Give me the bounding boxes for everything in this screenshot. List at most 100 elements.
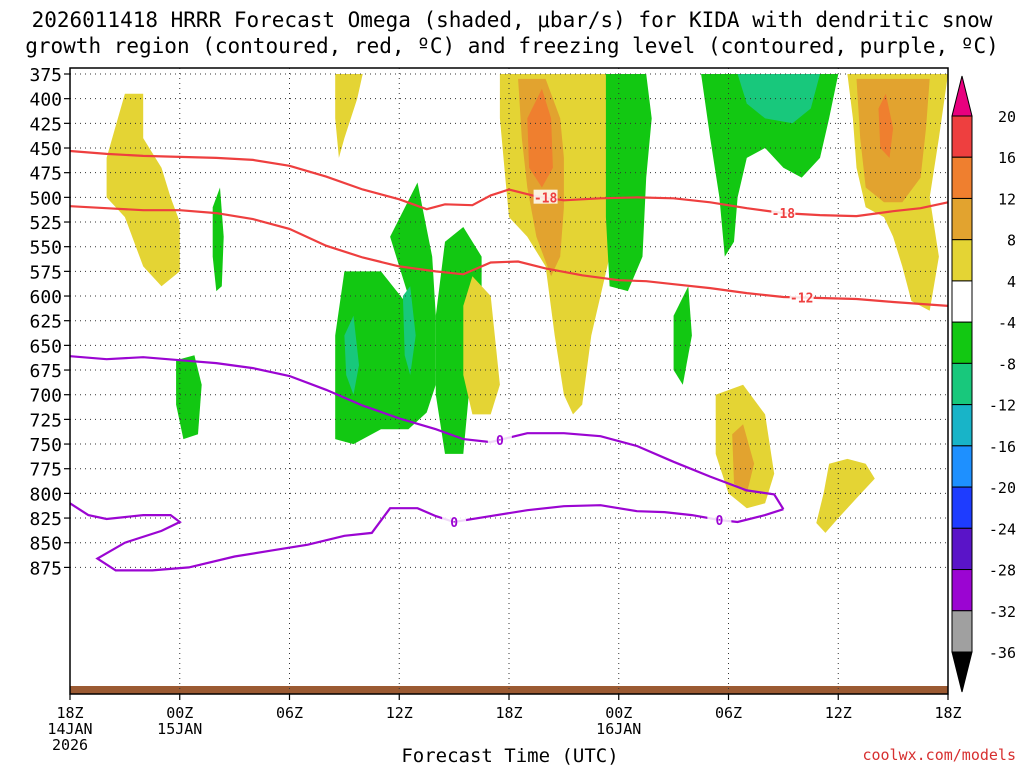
contour-1 [69, 205, 949, 307]
terrain-ground [70, 686, 948, 694]
omega-region-5 [605, 74, 652, 292]
site-credit: coolwx.com/models [862, 746, 1016, 764]
y-tick-label: 675 [29, 361, 62, 382]
omega-region-0 [106, 93, 180, 287]
y-tick-label: 400 [29, 90, 62, 111]
omega-region-10 [878, 93, 894, 158]
x-tick-label: 2026 [52, 736, 88, 754]
omega-region-4 [527, 88, 553, 188]
x-tick-label: 16JAN [596, 720, 641, 738]
colorbar-label: -32 [989, 603, 1016, 621]
x-tick-label: 15JAN [157, 720, 202, 738]
colorbar-label: -4 [998, 314, 1016, 332]
y-tick-label: 850 [29, 534, 62, 555]
colorbar: 20 16 12 8 4 -4 -8 -12 -16 -20 -24 -28 -32 -36 [951, 75, 1016, 693]
contour-label: -12 [790, 292, 813, 307]
omega-region-21 [673, 286, 692, 385]
y-tick-label: 650 [29, 336, 62, 357]
x-tick-label: 18Z [934, 704, 961, 722]
colorbar-band [951, 115, 973, 158]
contour-lines: -18 -18 -12 0 0 0 [69, 149, 949, 572]
omega-region-9 [856, 78, 930, 203]
x-tick-label: 12Z [386, 704, 413, 722]
omega-region-6 [701, 74, 839, 257]
y-tick-label: 875 [29, 558, 62, 579]
omega-region-16 [176, 355, 202, 440]
y-tick-label: 375 [29, 65, 62, 86]
y-tick-label: 525 [29, 213, 62, 234]
x-tick-label: 12Z [825, 704, 852, 722]
colorbar-label: -24 [989, 520, 1016, 538]
colorbar-label: -8 [998, 355, 1016, 373]
colorbar-band [951, 321, 973, 364]
colorbar-label: -36 [989, 644, 1016, 662]
colorbar-band [951, 486, 973, 529]
colorbar-band [951, 527, 973, 571]
y-axis: 375 400 425 450 475 500 525 550 575 600 625 650 675 7… [29, 65, 70, 579]
y-tick-label: 575 [29, 262, 62, 283]
colorbar-label: -16 [989, 438, 1016, 456]
contour-label-bg [487, 431, 512, 446]
omega-region-14 [344, 315, 359, 395]
y-tick-label: 425 [29, 114, 62, 135]
contour-label: -18 [772, 207, 796, 222]
colorbar-band [951, 445, 973, 488]
x-axis-label: Forecast Time (UTC) [401, 745, 618, 767]
colorbar-band [951, 239, 973, 282]
y-tick-label: 700 [29, 386, 62, 407]
x-tick-label: 06Z [276, 704, 303, 722]
omega-region-20 [816, 458, 875, 533]
contour-label-bg [533, 189, 558, 204]
contour-label-bg [771, 205, 796, 220]
chart-title-line1: 2026011418 HRRR Forecast Omega (shaded, … [32, 8, 993, 32]
contour-2 [69, 355, 785, 510]
colorbar-band [951, 404, 973, 447]
contour-label-bg [707, 512, 732, 527]
x-tick-label: 00Z [605, 704, 632, 722]
contour-label: 0 [496, 434, 504, 449]
x-tick-label: 06Z [715, 704, 742, 722]
y-tick-label: 775 [29, 460, 62, 481]
colorbar-top-arrow [951, 75, 973, 117]
y-tick-label: 800 [29, 484, 62, 505]
colorbar-band [951, 610, 973, 653]
y-tick-label: 825 [29, 509, 62, 530]
contour-label-bg [789, 289, 814, 304]
colorbar-band [951, 362, 973, 406]
colorbar-band [951, 197, 973, 241]
omega-region-12 [390, 182, 436, 413]
chart-title-line2: growth region (contoured, red, ºC) and f… [25, 34, 999, 58]
contour-label: 0 [715, 514, 723, 529]
y-tick-label: 500 [29, 188, 62, 209]
x-tick-label: 18Z [56, 704, 83, 722]
colorbar-band [951, 156, 973, 199]
omega-shading [106, 74, 948, 533]
y-tick-label: 550 [29, 238, 62, 259]
contour-label-bg [442, 514, 467, 529]
contour-label: -18 [534, 192, 558, 207]
colorbar-band [951, 569, 973, 612]
omega-region-17 [212, 187, 224, 292]
colorbar-label: 12 [998, 190, 1016, 208]
y-tick-label: 475 [29, 164, 62, 185]
y-tick-label: 725 [29, 410, 62, 431]
colorbar-bottom-arrow [951, 651, 973, 693]
x-tick-label: 14JAN [47, 720, 92, 738]
y-tick-label: 750 [29, 435, 62, 456]
y-tick-label: 600 [29, 287, 62, 308]
colorbar-label: 4 [1007, 273, 1016, 291]
colorbar-label: 16 [998, 149, 1016, 167]
contour-label: 0 [450, 516, 458, 531]
y-tick-label: 625 [29, 312, 62, 333]
x-tick-label: 00Z [166, 704, 193, 722]
colorbar-band [951, 280, 973, 323]
omega-region-1 [335, 74, 363, 158]
colorbar-label: 20 [998, 108, 1016, 126]
omega-region-15 [402, 286, 416, 375]
x-tick-label: 18Z [495, 704, 522, 722]
y-tick-label: 450 [29, 139, 62, 160]
colorbar-label: -12 [989, 397, 1016, 415]
contour-3 [69, 502, 784, 572]
